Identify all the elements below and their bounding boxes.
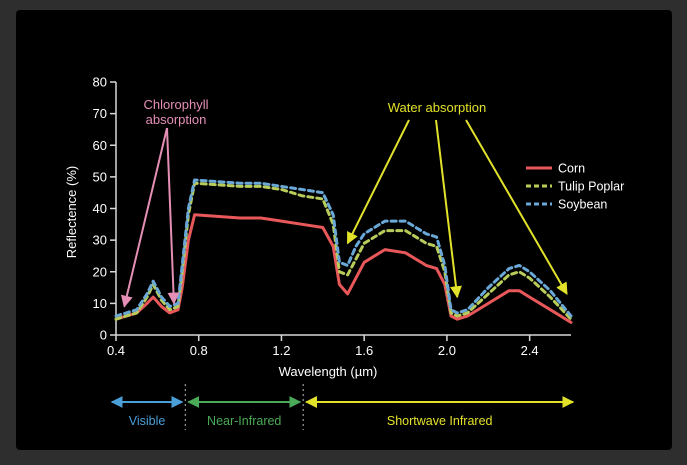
y-axis-label: Reflectence (%): [64, 166, 79, 258]
region-label: Shortwave Infrared: [387, 414, 493, 428]
chart-panel: 0 10 20 30 40 50 60 70 80 0.4 0.8 1.2 1.6 2.0 2.4 Chlo…: [16, 10, 672, 450]
region-label: Visible: [129, 414, 166, 428]
water-arrow: [435, 119, 462, 299]
legend-label: Corn: [558, 162, 585, 176]
x-tick-label: 2.4: [521, 343, 539, 358]
y-tick-label: 70: [93, 106, 107, 121]
series-line-tulip-poplar: [114, 181, 573, 321]
x-tick-label: 0.8: [190, 343, 208, 358]
x-axis-label: Wavelength (µm): [279, 364, 378, 379]
y-tick-label: 20: [93, 264, 107, 279]
y-tick-label: 30: [93, 233, 107, 248]
x-tick-label: 0.4: [107, 343, 125, 358]
series-line-corn: [114, 213, 573, 324]
legend-label: Tulip Poplar: [558, 180, 624, 194]
y-tick-label: 10: [93, 296, 107, 311]
region-label: Near-Infrared: [207, 414, 281, 428]
chlorophyll-annotation-label: Chlorophyll absorption: [143, 97, 208, 127]
water-annotation-label: Water absorption: [388, 100, 487, 115]
water-arrow: [346, 119, 410, 245]
x-tick-label: 2.0: [438, 343, 456, 358]
y-tick-label: 0: [100, 328, 107, 343]
y-tick-label: 40: [93, 201, 107, 216]
y-tick-label: 60: [93, 138, 107, 153]
x-tick-label: 1.2: [272, 343, 290, 358]
chlorophyll-arrow: [166, 127, 180, 305]
chlorophyll-arrow: [120, 127, 168, 308]
x-tick-label: 1.6: [355, 343, 373, 358]
legend-label: Soybean: [558, 198, 607, 212]
water-arrow: [465, 119, 568, 295]
reflectance-chart: 0 10 20 30 40 50 60 70 80 0.4 0.8 1.2 1.6 2.0 2.4 Chlo…: [64, 75, 624, 430]
y-tick-label: 80: [93, 75, 107, 90]
series-line-soybean: [114, 178, 573, 318]
y-tick-label: 50: [93, 169, 107, 184]
